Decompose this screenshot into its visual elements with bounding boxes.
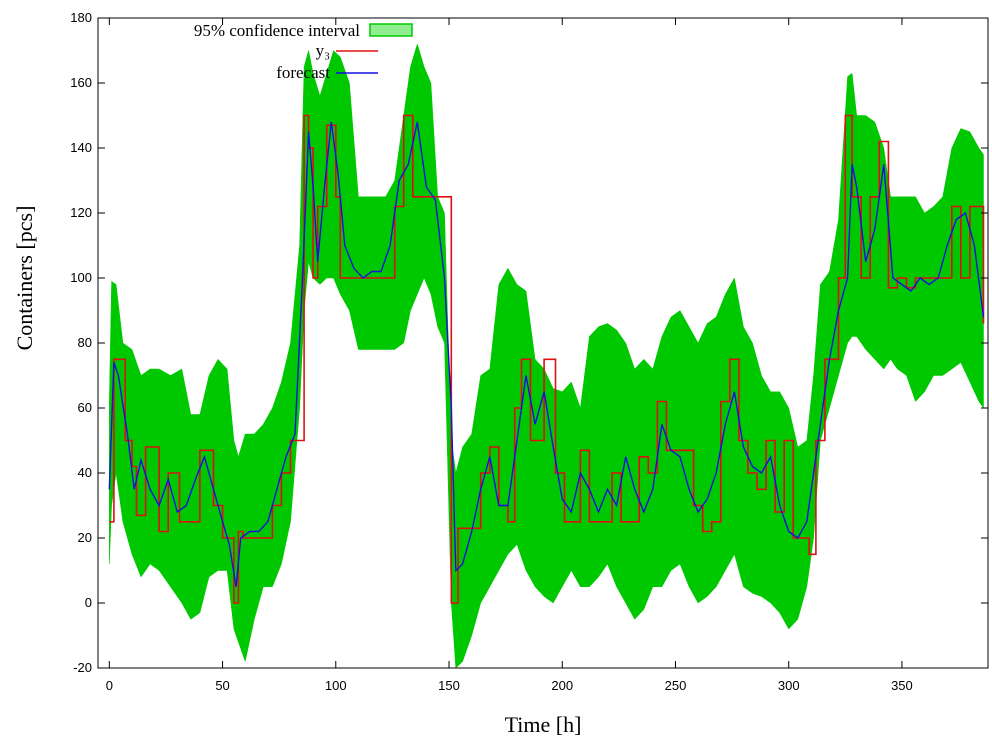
y-tick-label: 100 bbox=[70, 270, 92, 285]
x-tick-label: 200 bbox=[551, 678, 573, 693]
y-tick-label: 20 bbox=[78, 530, 92, 545]
x-tick-label: 50 bbox=[215, 678, 229, 693]
y-tick-label: 80 bbox=[78, 335, 92, 350]
x-tick-label: 300 bbox=[778, 678, 800, 693]
y-tick-label: 60 bbox=[78, 400, 92, 415]
x-tick-label: 100 bbox=[325, 678, 347, 693]
y-tick-label: 180 bbox=[70, 10, 92, 25]
y-tick-label: 120 bbox=[70, 205, 92, 220]
legend-label: y₃ bbox=[316, 41, 331, 60]
y-tick-label: 40 bbox=[78, 465, 92, 480]
y-tick-label: 160 bbox=[70, 75, 92, 90]
y-tick-label: 0 bbox=[85, 595, 92, 610]
series-forecast-line bbox=[108, 121, 985, 587]
y-tick-label: 140 bbox=[70, 140, 92, 155]
y-axis-title: Containers [pcs] bbox=[12, 206, 37, 351]
legend-label: forecast bbox=[276, 63, 330, 82]
y-tick-label: -20 bbox=[73, 660, 92, 675]
legend-label: 95% confidence interval bbox=[194, 21, 360, 40]
legend-swatch-band bbox=[369, 23, 413, 37]
x-tick-label: 350 bbox=[891, 678, 913, 693]
x-tick-label: 250 bbox=[665, 678, 687, 693]
x-tick-label: 0 bbox=[106, 678, 113, 693]
series-group bbox=[108, 43, 985, 668]
x-tick-label: 150 bbox=[438, 678, 460, 693]
x-axis-title: Time [h] bbox=[505, 712, 582, 737]
